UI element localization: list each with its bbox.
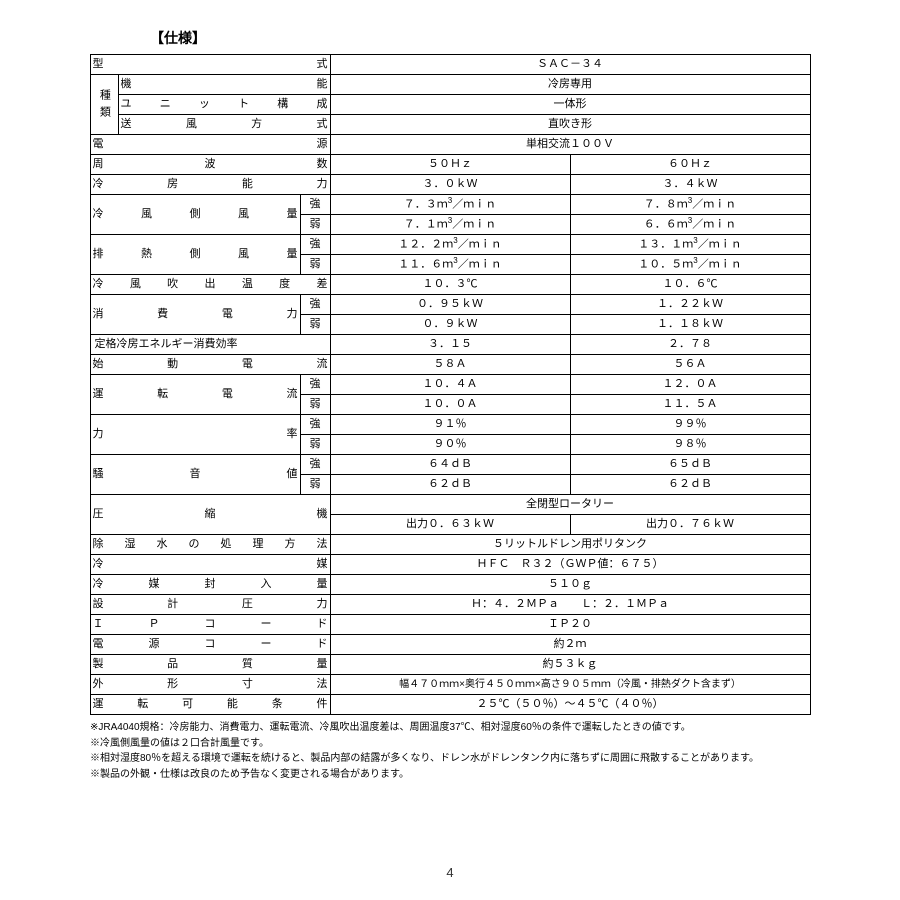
- table-cell: ５６Ａ: [570, 355, 810, 375]
- table-cell: ０．９５ｋＷ: [330, 295, 570, 315]
- table-cell: 単相交流１００Ｖ: [330, 135, 810, 155]
- table-cell: １０．６℃: [570, 275, 810, 295]
- table-cell: 冷房専用: [330, 75, 810, 95]
- table-cell: 冷媒封入量: [90, 575, 330, 595]
- table-cell: １２．０Ａ: [570, 375, 810, 395]
- table-cell: 電源コード: [90, 635, 330, 655]
- table-cell: 弱: [300, 475, 330, 495]
- section-title: 【仕様】: [150, 28, 830, 48]
- table-cell: 強: [300, 295, 330, 315]
- table-cell: ＳＡＣ－３４: [330, 55, 810, 75]
- table-cell: 約２ｍ: [330, 635, 810, 655]
- table-cell: 送風方式: [118, 115, 330, 135]
- table-cell: 全閉型ロータリー: [330, 495, 810, 515]
- table-cell: 除湿水の処理方法: [90, 535, 330, 555]
- table-cell: １２．２ｍ3／ｍｉｎ: [330, 235, 570, 255]
- table-cell: 強: [300, 195, 330, 215]
- table-cell: ６０Ｈｚ: [570, 155, 810, 175]
- table-cell: １３．１ｍ3／ｍｉｎ: [570, 235, 810, 255]
- table-cell: 強: [300, 415, 330, 435]
- table-cell: 圧縮機: [90, 495, 330, 535]
- table-cell: Ｈ：４．２ＭＰａ Ｌ：２．１ＭＰａ: [330, 595, 810, 615]
- table-cell: ６．６ｍ3／ｍｉｎ: [570, 215, 810, 235]
- table-cell: 製品質量: [90, 655, 330, 675]
- table-cell: 機能: [118, 75, 330, 95]
- footnote-line: ※JRA4040規格：冷房能力、消費電力、運転電流、冷風吹出温度差は、周囲温度3…: [90, 721, 810, 736]
- table-cell: ＩＰ２０: [330, 615, 810, 635]
- table-cell: 運転電流: [90, 375, 300, 415]
- table-cell: 種類: [90, 75, 118, 135]
- table-cell: ６２ｄＢ: [330, 475, 570, 495]
- table-cell: ６５ｄＢ: [570, 455, 810, 475]
- table-cell: 電源: [90, 135, 330, 155]
- table-cell: １０．０Ａ: [330, 395, 570, 415]
- table-cell: ユニット構成: [118, 95, 330, 115]
- table-cell: 始動電流: [90, 355, 330, 375]
- table-cell: 強: [300, 235, 330, 255]
- table-cell: 冷媒: [90, 555, 330, 575]
- table-cell: 冷房能力: [90, 175, 330, 195]
- page-number: 4: [0, 865, 900, 880]
- table-cell: ２．７８: [570, 335, 810, 355]
- table-cell: 強: [300, 455, 330, 475]
- table-cell: ＩＰコード: [90, 615, 330, 635]
- table-cell: ６２ｄＢ: [570, 475, 810, 495]
- table-cell: ５１０ｇ: [330, 575, 810, 595]
- table-cell: 力率: [90, 415, 300, 455]
- spec-table: 型式ＳＡＣ－３４ 種類機能冷房専用ユニット構成一体形送風方式直吹き形電源単相交流１…: [90, 54, 811, 715]
- table-cell: 消費電力: [90, 295, 300, 335]
- table-cell: 弱: [300, 255, 330, 275]
- table-cell: ２５℃（５０％）～４５℃（４０％）: [330, 695, 810, 715]
- table-cell: ３．１５: [330, 335, 570, 355]
- table-cell: ９８％: [570, 435, 810, 455]
- table-cell: １．１８ｋＷ: [570, 315, 810, 335]
- footnote-line: ※製品の外観・仕様は改良のため予告なく変更される場合があります。: [90, 768, 810, 783]
- footnote-line: ※相対湿度80％を超える環境で運転を続けると、製品内部の結露が多くなり、ドレン水…: [90, 752, 810, 767]
- table-cell: 型式: [90, 55, 330, 75]
- table-cell: ７．３ｍ3／ｍｉｎ: [330, 195, 570, 215]
- table-cell: 外形寸法: [90, 675, 330, 695]
- table-cell: １０．４Ａ: [330, 375, 570, 395]
- footnotes: ※JRA4040規格：冷房能力、消費電力、運転電流、冷風吹出温度差は、周囲温度3…: [90, 721, 810, 782]
- table-cell: 弱: [300, 215, 330, 235]
- table-cell: ０．９ｋＷ: [330, 315, 570, 335]
- table-cell: 排熱側風量: [90, 235, 300, 275]
- table-cell: ９０％: [330, 435, 570, 455]
- table-cell: １０．５ｍ3／ｍｉｎ: [570, 255, 810, 275]
- table-cell: ５リットルドレン用ポリタンク: [330, 535, 810, 555]
- table-cell: 約５３ｋｇ: [330, 655, 810, 675]
- table-cell: 出力０．７６ｋＷ: [570, 515, 810, 535]
- table-cell: １１．５Ａ: [570, 395, 810, 415]
- table-cell: 弱: [300, 315, 330, 335]
- table-cell: 一体形: [330, 95, 810, 115]
- table-cell: 強: [300, 375, 330, 395]
- table-cell: 直吹き形: [330, 115, 810, 135]
- table-cell: ７．８ｍ3／ｍｉｎ: [570, 195, 810, 215]
- table-cell: 冷風吹出温度差: [90, 275, 330, 295]
- table-cell: ７．１ｍ3／ｍｉｎ: [330, 215, 570, 235]
- table-cell: 周波数: [90, 155, 330, 175]
- table-cell: ３．４ｋＷ: [570, 175, 810, 195]
- table-cell: 定格冷房エネルギー消費効率: [90, 335, 330, 355]
- table-cell: 冷風側風量: [90, 195, 300, 235]
- table-cell: ５８Ａ: [330, 355, 570, 375]
- table-cell: 設計圧力: [90, 595, 330, 615]
- table-cell: １１．６ｍ3／ｍｉｎ: [330, 255, 570, 275]
- table-cell: ９９％: [570, 415, 810, 435]
- table-cell: ３．０ｋＷ: [330, 175, 570, 195]
- table-cell: ５０Ｈｚ: [330, 155, 570, 175]
- table-cell: １０．３℃: [330, 275, 570, 295]
- footnote-line: ※冷風側風量の値は２口合計風量です。: [90, 737, 810, 752]
- table-cell: １．２２ｋＷ: [570, 295, 810, 315]
- table-cell: 出力０．６３ｋＷ: [330, 515, 570, 535]
- table-cell: ９１％: [330, 415, 570, 435]
- table-cell: 弱: [300, 435, 330, 455]
- table-cell: ＨＦＣ Ｒ３２（ＧＷＰ値：６７５）: [330, 555, 810, 575]
- table-cell: 騒音値: [90, 455, 300, 495]
- table-cell: 幅４７０ｍｍ×奥行４５０ｍｍ×高さ９０５ｍｍ（冷風・排熱ダクト含まず）: [330, 675, 810, 695]
- table-cell: 弱: [300, 395, 330, 415]
- table-cell: ６４ｄＢ: [330, 455, 570, 475]
- table-cell: 運転可能条件: [90, 695, 330, 715]
